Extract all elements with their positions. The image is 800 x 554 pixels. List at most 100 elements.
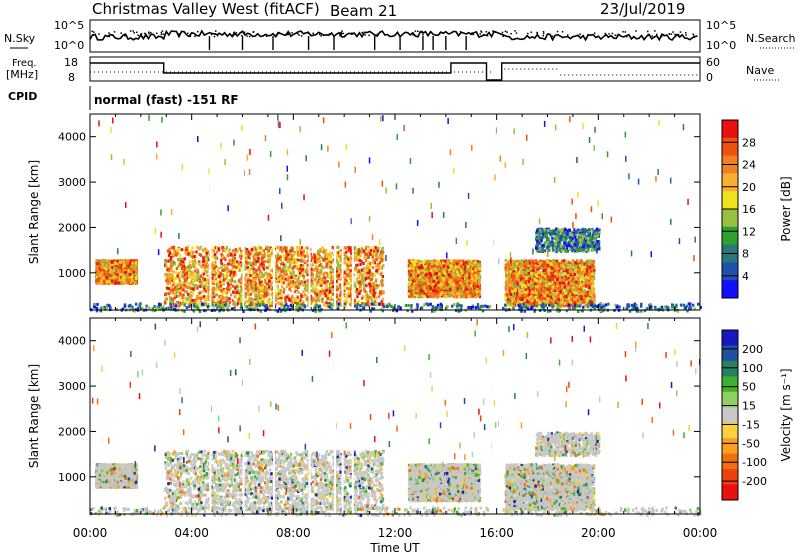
power-echo-cell [320, 282, 322, 285]
power-echo-cell [259, 282, 261, 285]
nsky-point [124, 35, 126, 37]
power-echo-cell [203, 273, 205, 276]
power-echo-cell [182, 299, 184, 302]
nsky-point [266, 36, 268, 38]
power-echo-cell [220, 266, 222, 269]
power-echo-cell [226, 246, 228, 249]
power-echo-cell [126, 267, 128, 270]
power-echo-cell [167, 250, 169, 253]
power-echo-cell [330, 284, 332, 287]
nsky-point [364, 34, 366, 36]
power-echo-cell [317, 255, 319, 258]
power-echo-cell [259, 300, 261, 303]
nsky-point [307, 31, 309, 33]
power-echo-cell [132, 264, 134, 267]
power-echo-cell [336, 246, 338, 249]
power-echo-cell [191, 246, 193, 249]
power-echo-cell [219, 278, 221, 281]
nsky-point [607, 36, 609, 38]
power-echo-cell [263, 289, 265, 292]
power-echo-cell [268, 285, 270, 288]
power-echo-cell [280, 263, 282, 266]
power-echo-cell [179, 279, 181, 282]
nsky-point [351, 32, 353, 34]
power-echo-cell [328, 274, 330, 277]
power-echo-cell [230, 271, 232, 274]
power-echo-cell [129, 262, 131, 265]
nsky-point [380, 31, 382, 33]
power-echo-cell [324, 292, 326, 295]
power-echo-cell [247, 289, 249, 292]
power-echo-cell [228, 249, 230, 252]
power-echo-cell [172, 281, 174, 284]
power-echo-cell [117, 269, 119, 272]
power-echo-cell [103, 260, 105, 263]
power-echo-cell [258, 266, 260, 269]
power-echo-cell [268, 264, 270, 267]
power-echo-cell [246, 262, 248, 265]
power-echo-cell [216, 293, 218, 296]
power-echo-cell [250, 293, 252, 296]
nsky-point [374, 34, 376, 36]
power-echo-cell [294, 290, 296, 293]
power-echo-cell [248, 284, 250, 287]
nsky-point [150, 32, 152, 34]
power-echo-cell [184, 290, 186, 293]
power-echo-cell [249, 274, 251, 277]
power-echo-cell [292, 299, 294, 302]
power-echo-cell [290, 276, 292, 279]
power-echo-cell [292, 261, 294, 264]
nsky-point [190, 36, 192, 38]
power-echo-cell [266, 283, 268, 286]
nsky-point [647, 34, 649, 36]
power-echo-cell [279, 267, 281, 270]
nsky-point [246, 35, 248, 37]
power-echo-cell [186, 286, 188, 289]
power-echo-cell [257, 253, 259, 256]
power-echo-cell [251, 266, 253, 269]
power-echo-cell [361, 297, 363, 300]
power-echo-cell [235, 266, 237, 269]
power-echo-cell [369, 283, 371, 286]
power-echo-cell [330, 277, 332, 280]
power-echo-cell [321, 287, 323, 290]
power-echo-cell [325, 263, 327, 266]
power-echo-cell [289, 265, 291, 268]
nsky-point [109, 36, 111, 38]
power-echo-cell [312, 261, 314, 264]
power-echo-cell [338, 259, 340, 262]
power-echo-cell [220, 253, 222, 256]
power-echo-cell [263, 260, 265, 263]
power-echo-cell [276, 265, 278, 268]
power-echo-cell [374, 285, 376, 288]
power-echo-cell [195, 262, 197, 265]
power-echo-cell [345, 276, 347, 279]
power-echo-cell [189, 264, 191, 267]
power-echo-cell [198, 260, 200, 263]
power-echo-cell [361, 269, 363, 272]
freq-trace [90, 63, 700, 80]
power-echo-cell [354, 299, 356, 302]
power-echo-cell [367, 256, 369, 259]
power-echo-cell [257, 257, 259, 260]
power-echo-cell [107, 280, 109, 283]
nsky-point [669, 33, 671, 35]
nsky-point [92, 31, 94, 32]
power-echo-cell [255, 260, 257, 263]
power-echo-cell [123, 260, 125, 263]
nsky-point [495, 32, 497, 34]
power-echo-cell [189, 295, 191, 298]
power-echo-cell [109, 266, 111, 269]
power-echo-cell [314, 292, 316, 295]
power-echo-cell [100, 266, 102, 269]
power-echo-cell [216, 298, 218, 301]
nsky-point [290, 36, 292, 38]
power-echo-cell [252, 270, 254, 273]
nsearch-tick-bottom: 10^0 [706, 39, 736, 52]
power-echo-cell [350, 269, 352, 272]
power-echo-cell [288, 297, 290, 300]
power-echo-cell [253, 289, 255, 292]
nsky-point [562, 31, 564, 33]
power-echo-cell [239, 247, 241, 250]
